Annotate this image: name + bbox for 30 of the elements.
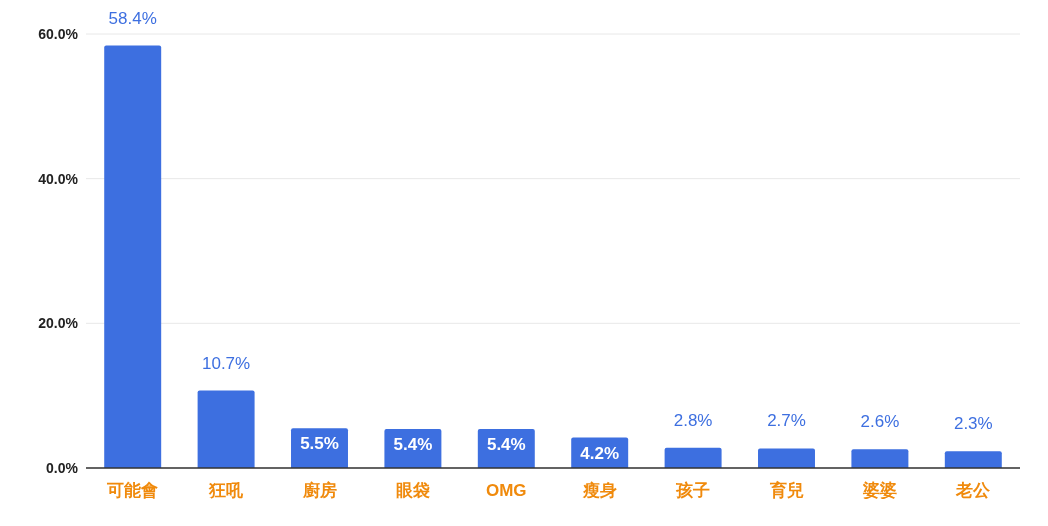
y-tick-label: 20.0% (38, 315, 79, 332)
y-tick-label: 0.0% (46, 460, 79, 476)
x-tick-label: 眼袋 (395, 481, 430, 500)
data-label: 58.4% (108, 8, 157, 28)
bar (197, 390, 255, 468)
x-tick-label: 育兒 (768, 480, 804, 500)
data-label: 2.7% (767, 411, 806, 431)
x-tick-label: 老公 (955, 481, 992, 500)
bar (944, 451, 1002, 468)
y-tick-label: 60.0% (38, 26, 79, 42)
bar (664, 447, 722, 468)
x-tick-label: 狂吼 (208, 481, 245, 500)
data-label: 2.6% (860, 412, 900, 432)
data-label: 2.3% (953, 414, 993, 434)
bar (104, 45, 162, 468)
bar (851, 449, 909, 468)
data-label: 5.4% (486, 434, 526, 454)
data-label: 2.8% (673, 410, 713, 430)
x-tick-label: 孩子 (675, 481, 711, 500)
y-tick-label: 40.0% (38, 170, 79, 187)
x-tick-label: OMG (486, 481, 527, 500)
x-tick-label: 瘦身 (581, 481, 617, 500)
x-tick-label: 婆婆 (861, 481, 897, 500)
data-label: 5.5% (300, 434, 339, 454)
x-tick-label: 可能會 (106, 481, 159, 500)
data-label: 5.4% (393, 434, 433, 454)
data-label: 10.7% (202, 353, 251, 373)
bar (758, 448, 815, 468)
x-tick-label: 廚房 (301, 481, 337, 500)
data-label: 4.2% (580, 443, 620, 463)
